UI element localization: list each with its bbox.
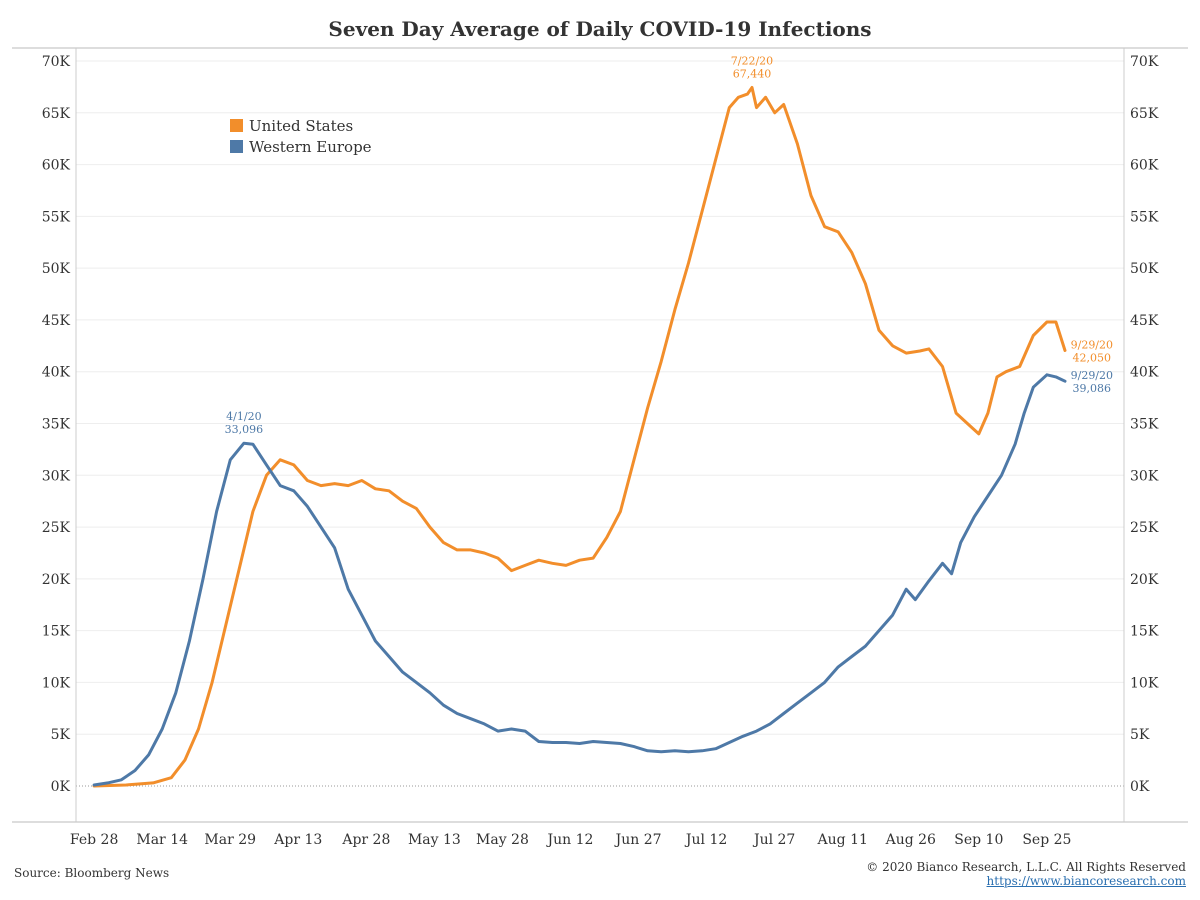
y-tick-label-left: 10K [42, 675, 71, 691]
x-tick-label: Jun 12 [546, 832, 594, 848]
x-tick-label: Jul 12 [684, 832, 727, 848]
x-tick-label: Apr 13 [273, 832, 322, 848]
copyright-text: © 2020 Bianco Research, L.L.C. All Right… [866, 860, 1186, 874]
y-tick-label-left: 45K [42, 313, 71, 329]
x-tick-label: Feb 28 [70, 832, 118, 848]
x-tick-label: Mar 14 [136, 832, 188, 848]
y-tick-label-left: 55K [42, 209, 71, 225]
y-tick-label-left: 65K [42, 106, 71, 122]
y-tick-label-left: 40K [42, 365, 71, 381]
copyright-block: © 2020 Bianco Research, L.L.C. All Right… [866, 860, 1186, 888]
y-tick-label-left: 5K [51, 727, 71, 743]
series-lines [92, 86, 1067, 788]
x-tick-label: Aug 26 [885, 832, 936, 848]
x-tick-label: May 28 [476, 832, 529, 848]
gridlines [76, 60, 1124, 787]
legend-swatch [230, 140, 243, 153]
annotation-date: 7/22/20 [731, 55, 773, 68]
x-tick-label: Sep 25 [1022, 832, 1071, 848]
annotation-value: 33,096 [225, 423, 264, 436]
x-tick-label: Jun 27 [614, 832, 662, 848]
annotation-value: 67,440 [733, 68, 772, 81]
y-tick-label-right: 25K [1130, 520, 1159, 536]
y-tick-label-left: 35K [42, 417, 71, 433]
y-tick-label-left: 20K [42, 572, 71, 588]
y-tick-label-right: 5K [1130, 727, 1150, 743]
y-tick-label-left: 0K [51, 779, 71, 795]
annotation-value: 42,050 [1073, 351, 1112, 364]
y-tick-label-right: 10K [1130, 675, 1159, 691]
y-tick-label-left: 50K [42, 261, 71, 277]
x-tick-label: May 13 [408, 832, 461, 848]
x-tick-label: Jul 27 [752, 832, 795, 848]
annotation-date: 9/29/20 [1071, 338, 1113, 351]
y-tick-label-right: 40K [1130, 365, 1159, 381]
y-tick-label-right: 20K [1130, 572, 1159, 588]
y-tick-label-right: 60K [1130, 158, 1159, 174]
legend-swatch [230, 119, 243, 132]
annotation-date: 4/1/20 [226, 410, 261, 423]
source-note: Source: Bloomberg News [14, 866, 170, 880]
x-tick-label: Aug 11 [817, 832, 868, 848]
y-tick-label-left: 70K [42, 54, 71, 70]
axes: 0K 0K 5K 5K 10K 10K 15K 15K 20K 20K 25K 25K 30K 30K 35… [12, 47, 1188, 848]
y-tick-label-left: 15K [42, 624, 71, 640]
y-tick-label-left: 30K [42, 468, 71, 484]
y-tick-label-right: 50K [1130, 261, 1159, 277]
y-tick-label-right: 30K [1130, 468, 1159, 484]
y-tick-label-right: 15K [1130, 624, 1159, 640]
y-tick-label-right: 65K [1130, 106, 1159, 122]
series-line-western-europe [92, 373, 1067, 787]
legend: United States Western Europe [230, 117, 372, 156]
y-tick-label-left: 60K [42, 158, 71, 174]
legend-label: United States [249, 117, 353, 135]
annotations: 7/22/2067,4404/1/2033,0969/29/2042,0509/… [225, 55, 1113, 437]
website-link[interactable]: https://www.biancoresearch.com [986, 874, 1186, 888]
legend-label: Western Europe [249, 138, 372, 156]
x-tick-label: Apr 28 [341, 832, 390, 848]
y-tick-label-left: 25K [42, 520, 71, 536]
x-tick-label: Sep 10 [954, 832, 1003, 848]
y-tick-label-right: 70K [1130, 54, 1159, 70]
y-tick-label-right: 35K [1130, 417, 1159, 433]
chart-title: Seven Day Average of Daily COVID-19 Infe… [328, 17, 871, 41]
x-tick-label: Mar 29 [204, 832, 256, 848]
annotation-date: 9/29/20 [1071, 369, 1113, 382]
y-tick-label-right: 0K [1130, 779, 1150, 795]
y-tick-label-right: 45K [1130, 313, 1159, 329]
y-tick-label-right: 55K [1130, 209, 1159, 225]
annotation-value: 39,086 [1073, 382, 1112, 395]
series-line-united-states [92, 86, 1067, 788]
